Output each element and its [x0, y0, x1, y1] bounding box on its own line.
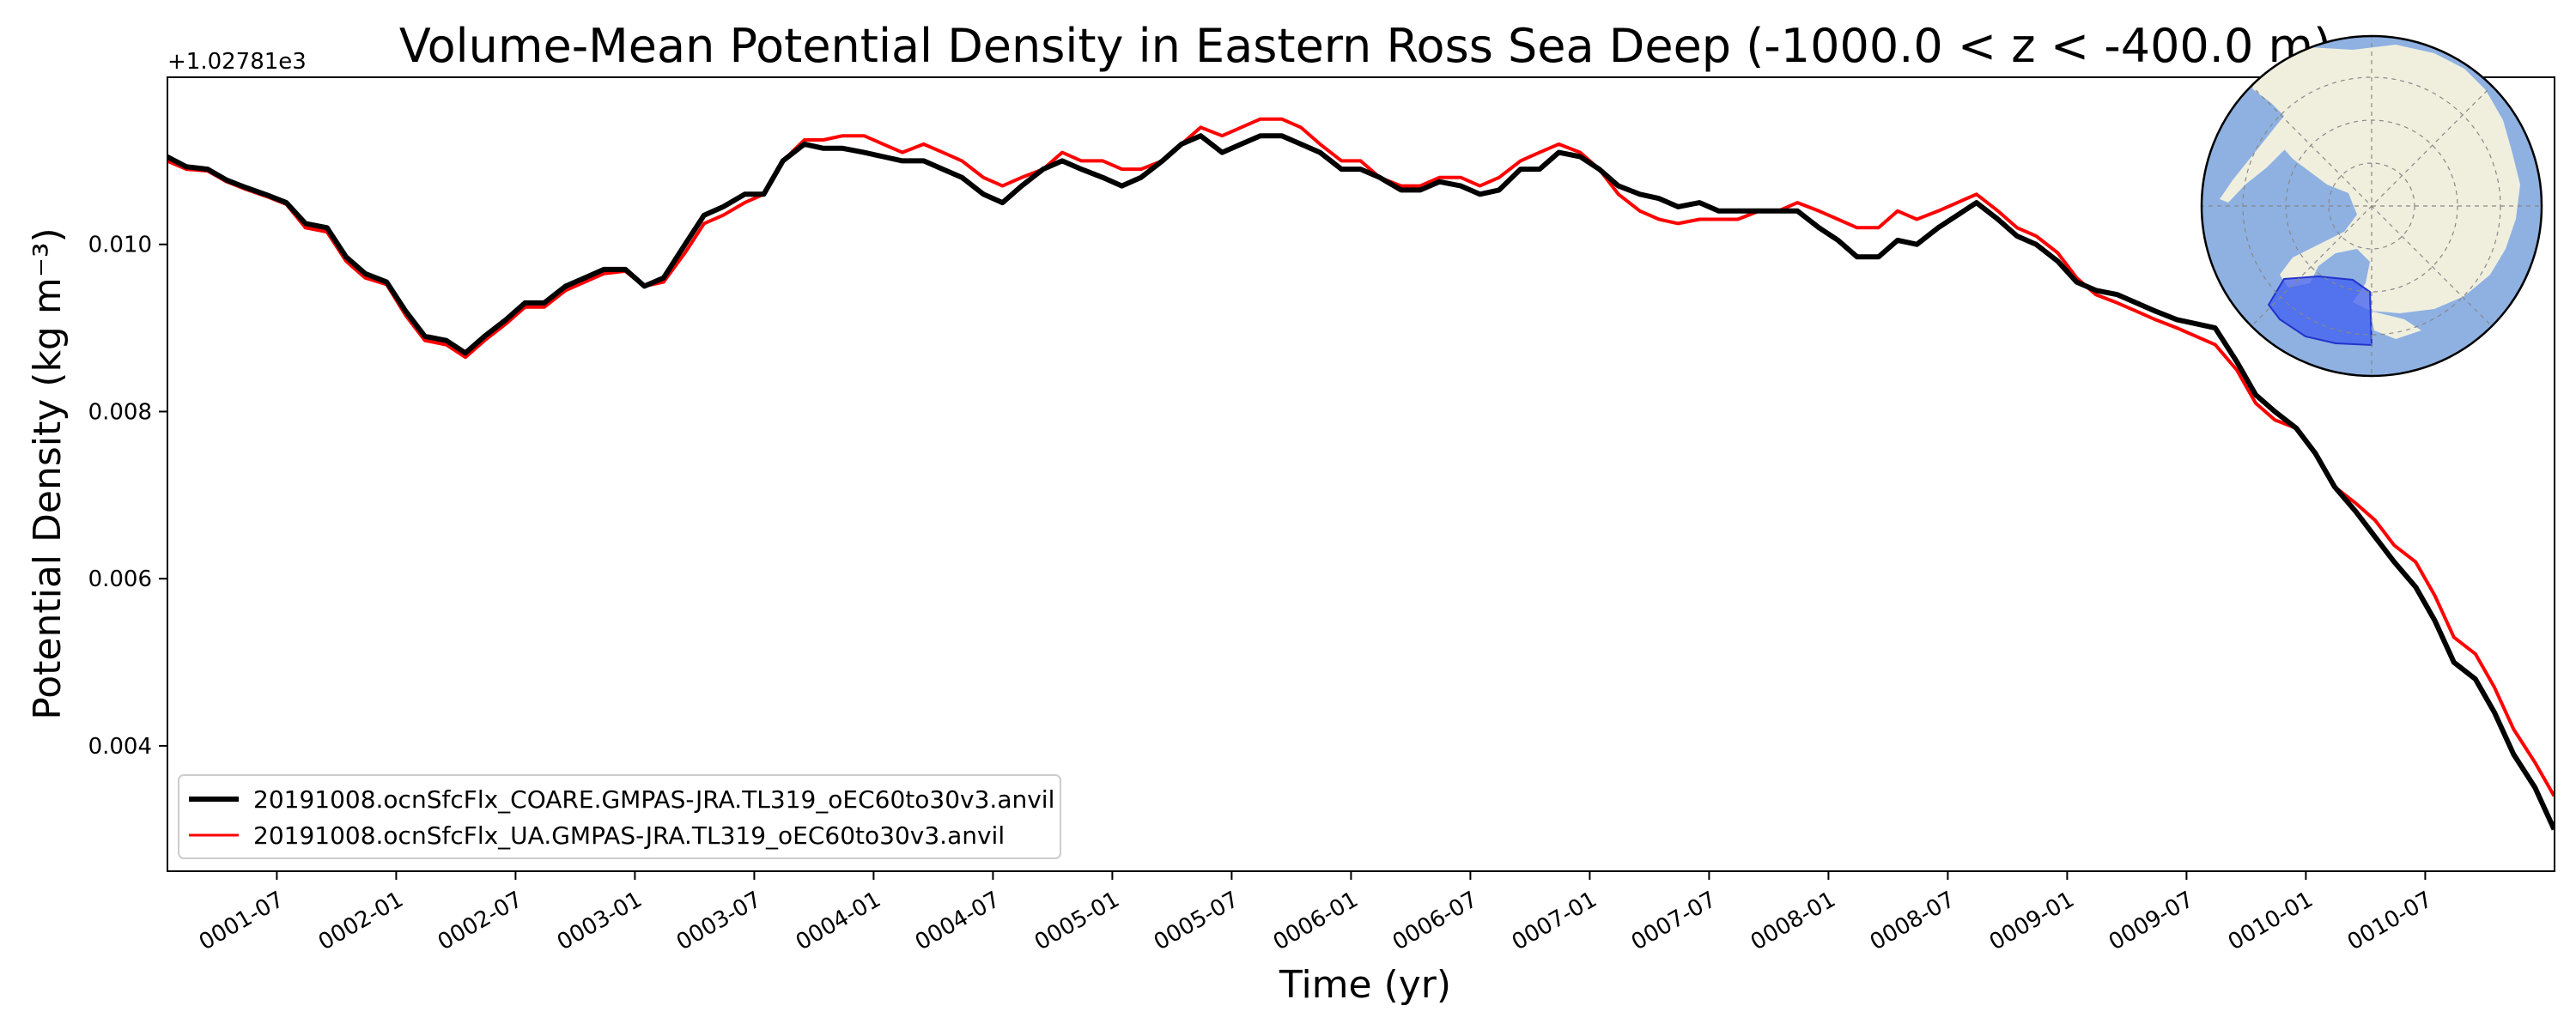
- series-layer: [167, 117, 2555, 831]
- x-tick-label: 0010-07: [2343, 887, 2437, 955]
- x-axis-label: Time (yr): [1279, 963, 1451, 1007]
- map-graticule: [2202, 36, 2542, 376]
- x-tick-label: 0001-07: [195, 887, 289, 955]
- x-tick-label: 0006-01: [1269, 887, 1363, 955]
- x-tick-label: 0009-01: [1985, 887, 2079, 955]
- x-tick-label: 0007-07: [1627, 887, 1721, 955]
- y-axis-ticks: 0.004 0.006 0.008 0.010: [88, 233, 167, 760]
- legend-label-ua: 20191008.ocnSfcFlx_UA.GMPAS-JRA.TL319_oE…: [253, 821, 1005, 850]
- series-line-0: [167, 133, 2555, 831]
- inset-map: [2200, 34, 2543, 378]
- x-tick-label: 0002-01: [314, 887, 408, 955]
- x-tick-label: 0008-07: [1866, 887, 1959, 955]
- map-eastern-ross-sea-region: [2267, 275, 2373, 347]
- chart-title: Volume-Mean Potential Density in Eastern…: [399, 19, 2331, 73]
- map-antarctic-peninsula: [2220, 116, 2294, 203]
- x-tick-label: 0002-07: [434, 887, 527, 955]
- y-tick-label: 0.010: [88, 233, 152, 258]
- x-tick-label: 0004-01: [792, 887, 885, 955]
- x-tick-label: 0003-07: [672, 887, 766, 955]
- y-axis-label: Potential Density (kg m⁻³): [26, 227, 70, 719]
- x-axis-ticks: 0001-07 0002-01 0002-07 0003-01 0003-07 0004-…: [195, 871, 2437, 955]
- map-antarctica-land: [2241, 45, 2520, 313]
- plot-area: [167, 77, 2555, 871]
- legend-label-coare: 20191008.ocnSfcFlx_COARE.GMPAS-JRA.TL319…: [253, 785, 1054, 814]
- y-offset-label: +1.02781e3: [167, 49, 307, 75]
- x-tick-label: 0007-01: [1508, 887, 1601, 955]
- x-tick-label: 0005-07: [1150, 887, 1243, 955]
- x-tick-label: 0009-07: [2105, 887, 2198, 955]
- x-tick-label: 0010-01: [2224, 887, 2318, 955]
- y-tick-label: 0.008: [88, 399, 152, 425]
- legend-box: [178, 774, 1061, 859]
- y-tick-label: 0.006: [88, 566, 152, 592]
- map-ice-shelf: [2370, 311, 2421, 339]
- x-tick-label: 0006-07: [1388, 887, 1482, 955]
- y-tick-label: 0.004: [88, 734, 152, 760]
- plot-frame: [167, 76, 2555, 872]
- map-border: [2200, 34, 2543, 378]
- x-tick-label: 0005-01: [1030, 887, 1124, 955]
- x-tick-label: 0003-01: [553, 887, 647, 955]
- series-line-1: [167, 117, 2555, 797]
- legend: 20191008.ocnSfcFlx_COARE.GMPAS-JRA.TL319…: [178, 774, 1061, 859]
- x-tick-label: 0004-07: [911, 887, 1005, 955]
- x-tick-label: 0008-01: [1747, 887, 1840, 955]
